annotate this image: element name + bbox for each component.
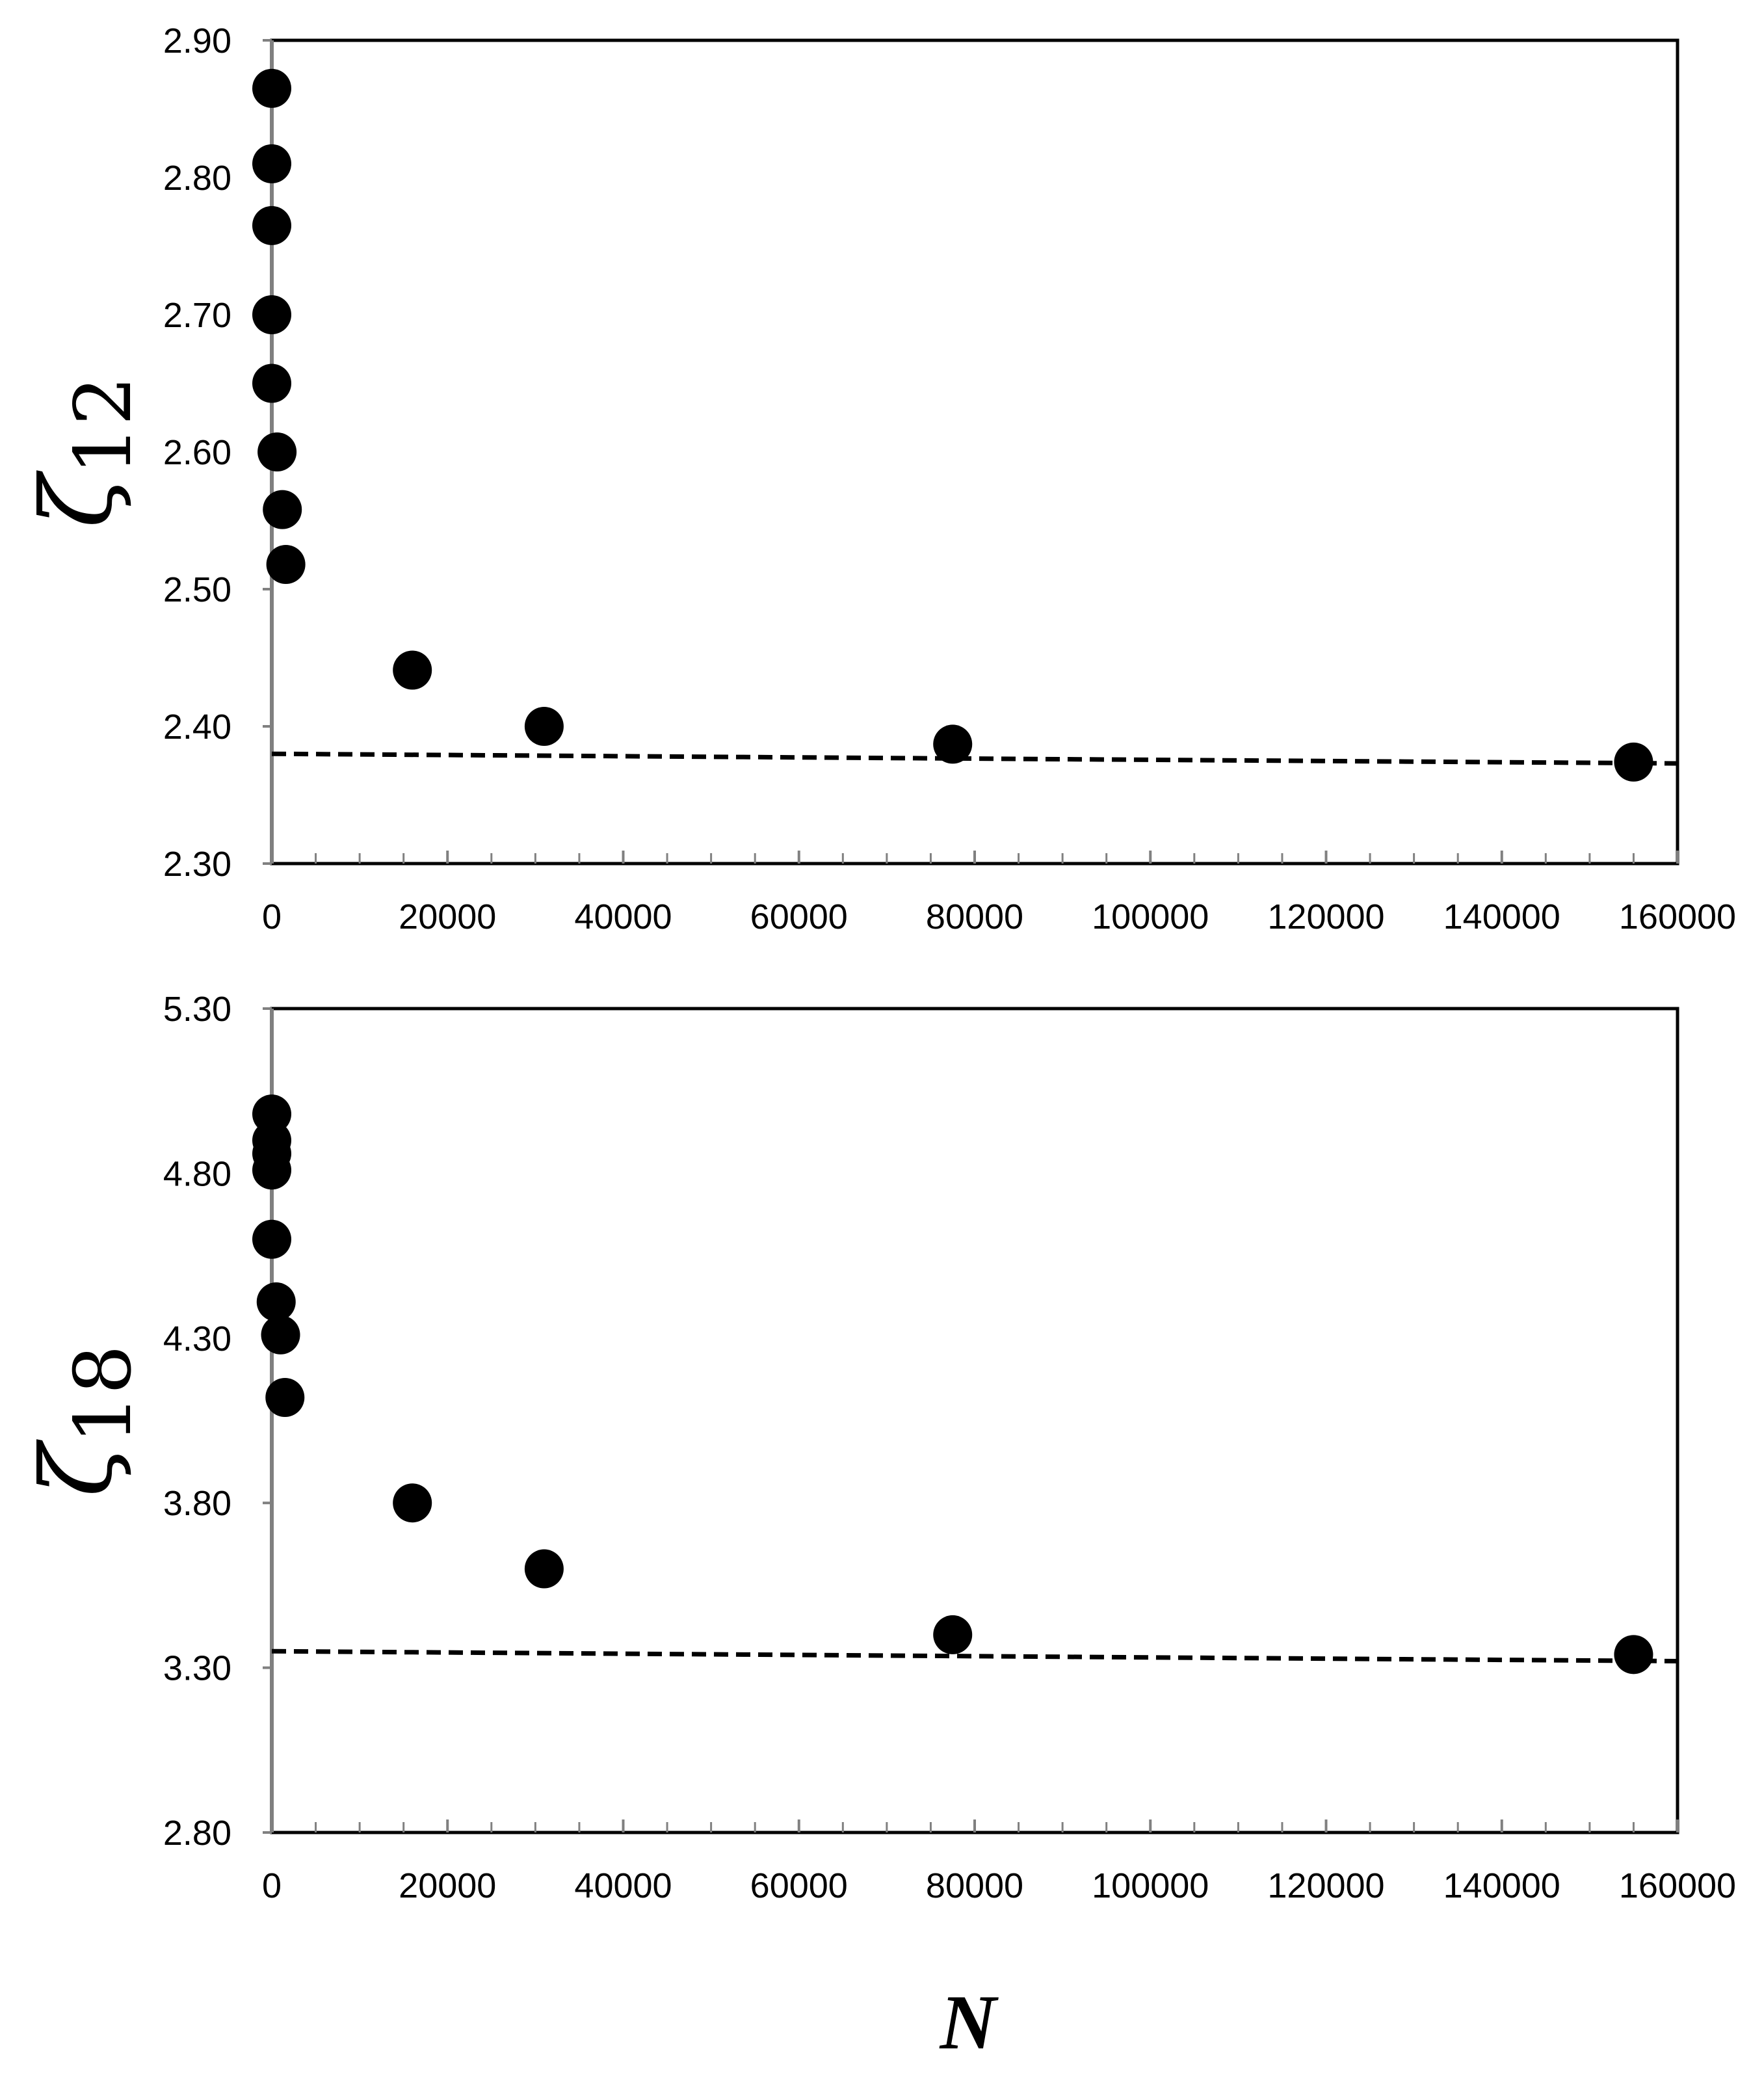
x-tick-label: 60000 [750,897,848,936]
data-point [524,707,564,746]
y-tick-label: 2.60 [163,433,231,472]
y-axis-label: ζ12 [21,376,149,528]
y-tick-label: 2.90 [163,21,231,60]
plot-frame [270,38,1679,866]
x-tick-label: 0 [262,1866,282,1905]
data-point [1614,1635,1653,1674]
y-axis-label-symbol: ζ [21,470,134,528]
x-tick-label: 80000 [926,897,1023,936]
data-point [252,1219,291,1259]
y-tick-label: 2.50 [163,570,231,609]
y-tick-label: 3.30 [163,1649,231,1688]
top-panel-zeta12: 2.30 2.40 2.50 2.60 2.70 2.80 2.90 0 20000 40000 6… [21,21,1736,936]
data-point [1614,742,1653,782]
y-tick-label: 2.30 [163,845,231,884]
data-point [256,1282,296,1322]
y-tick-label: 2.80 [163,159,231,198]
data-point [393,650,432,690]
data-point [524,1549,564,1589]
data-point [252,144,291,183]
x-tick-label: 60000 [750,1866,848,1905]
data-point [252,68,291,108]
x-tick-label: 80000 [926,1866,1023,1905]
x-tick-label: 100000 [1092,897,1209,936]
x-tick-label: 40000 [574,1866,672,1905]
y-tick-label: 2.40 [163,708,231,747]
data-point [252,1150,291,1190]
data-point [393,1483,432,1523]
y-tick-label: 2.80 [163,1814,231,1853]
x-tick-label: 100000 [1092,1866,1209,1905]
x-tick-label: 0 [262,897,282,936]
data-point [266,545,306,585]
fit-line [271,1648,1678,1663]
bottom-panel-zeta18: 2.80 3.30 3.80 4.30 4.80 5.30 0 20000 40000 60000… [21,990,1736,2065]
y-tick-label: 2.70 [163,296,231,335]
x-tick-label: 20000 [399,897,496,936]
x-tick-label: 120000 [1267,1866,1384,1905]
data-point [265,1378,305,1418]
x-tick-label: 140000 [1443,897,1560,936]
x-axis-label: N [939,1979,999,2065]
y-tick-label: 5.30 [163,990,231,1029]
x-tick-label: 160000 [1619,1866,1736,1905]
x-tick-label: 20000 [399,1866,496,1905]
x-tick-label: 120000 [1267,897,1384,936]
x-tick-label: 40000 [574,897,672,936]
y-tick-label: 3.80 [163,1484,231,1523]
y-axis-label: ζ18 [21,1345,149,1497]
data-point [263,490,302,529]
fit-line [271,751,1678,766]
plot-frame [270,1007,1679,1834]
x-tick-label: 140000 [1443,1866,1560,1905]
data-point [252,295,291,334]
data-point [252,364,291,403]
data-point [933,724,973,764]
y-tick-label: 4.30 [163,1319,231,1358]
data-point [261,1315,300,1355]
data-point [252,205,291,245]
y-tick-label: 4.80 [163,1154,231,1193]
y-axis-label-symbol: ζ [21,1439,134,1497]
y-axis-label-subscript: 12 [59,376,149,475]
y-axis-label-subscript: 18 [59,1345,149,1444]
data-point [257,432,297,471]
x-tick-label: 160000 [1619,897,1736,936]
data-point [933,1615,973,1654]
